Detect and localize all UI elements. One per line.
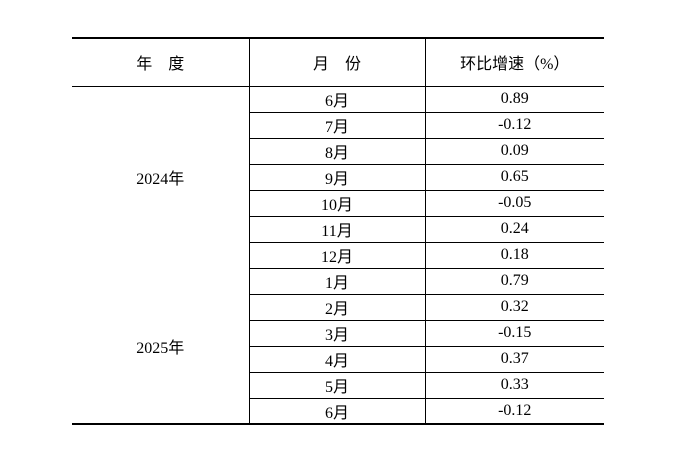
- table-row: 5月 0.33: [72, 372, 604, 399]
- value-cell: 0.79: [424, 268, 604, 295]
- month-cell: 7月: [248, 112, 425, 139]
- table-row: 8月 0.09: [72, 138, 604, 165]
- year-cell-2024: 2024年: [136, 171, 185, 189]
- value-cell: 0.33: [424, 372, 604, 399]
- table-row: 4月 0.37: [72, 346, 604, 373]
- table-row: 2月 0.32: [72, 294, 604, 321]
- table-row: 12月 0.18: [72, 242, 604, 269]
- table-row: 2024年 6月 0.89: [72, 86, 604, 188]
- month-cell: 1月: [248, 268, 425, 295]
- month-cell: 11月: [248, 216, 425, 243]
- value-cell: 0.89: [424, 86, 604, 113]
- value-cell: 0.09: [424, 138, 604, 165]
- column-header-year: 年 度: [72, 38, 249, 87]
- year-cell-2025: 2025年: [136, 339, 185, 357]
- table-row: 10月 -0.05: [72, 190, 604, 217]
- month-cell: 3月: [248, 320, 425, 347]
- month-cell: 2月: [248, 294, 425, 321]
- table-row: 6月 -0.12: [72, 398, 604, 425]
- value-cell: -0.12: [424, 398, 604, 425]
- month-cell: 12月: [248, 242, 425, 269]
- value-cell: -0.15: [424, 320, 604, 347]
- month-cell: 10月: [248, 190, 425, 217]
- table-row: 3月 -0.15: [72, 320, 604, 347]
- table-row: 11月 0.24: [72, 216, 604, 243]
- table-row: 9月 0.65: [72, 164, 604, 191]
- value-cell: -0.12: [424, 112, 604, 139]
- column-header-growth-rate: 环比增速（%）: [424, 38, 604, 87]
- value-cell: -0.05: [424, 190, 604, 217]
- month-cell: 8月: [248, 138, 425, 165]
- month-cell: 4月: [248, 346, 425, 373]
- month-cell: 6月: [248, 398, 425, 425]
- value-cell: 0.18: [424, 242, 604, 269]
- table-row: 7月 -0.12: [72, 112, 604, 139]
- header-row: 年 度 月 份 环比增速（%）: [72, 38, 604, 87]
- table-row: 2025年 1月 0.79: [72, 268, 604, 357]
- month-cell: 6月: [248, 86, 425, 113]
- value-cell: 0.32: [424, 294, 604, 321]
- value-cell: 0.24: [424, 216, 604, 243]
- column-header-month: 月 份: [248, 38, 425, 87]
- month-cell: 9月: [248, 164, 425, 191]
- value-cell: 0.65: [424, 164, 604, 191]
- month-cell: 5月: [248, 372, 425, 399]
- mom-growth-rate-table: 年 度 月 份 环比增速（%） 2024年 6月 0.89 7月 -0.12 8…: [72, 37, 604, 425]
- value-cell: 0.37: [424, 346, 604, 373]
